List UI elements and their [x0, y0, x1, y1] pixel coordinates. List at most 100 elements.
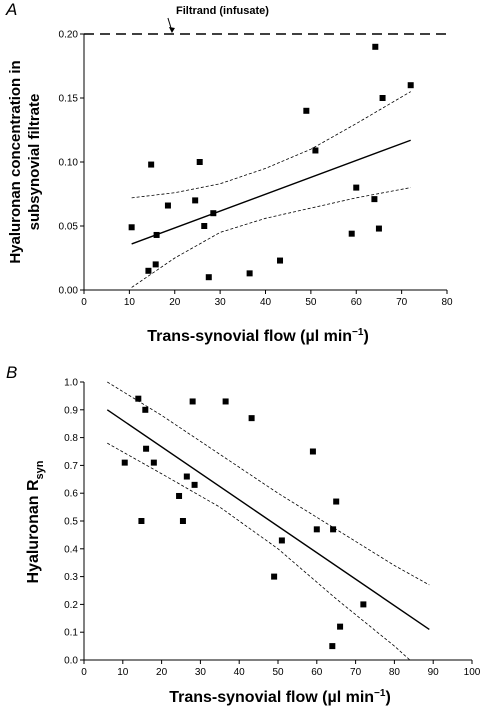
panel-a-x-tick-label: 30	[215, 297, 227, 308]
panel-b-data-point	[191, 481, 198, 488]
panel-b-data-point	[183, 473, 190, 480]
panel-a-data-point	[379, 95, 386, 101]
panel-a-x-tick-label: 70	[396, 297, 408, 308]
panel-b-y-tick-label: 0.1	[64, 628, 78, 639]
panel-a-data-point	[303, 107, 310, 114]
panel-b-data-point	[179, 518, 186, 524]
panel-a-data-point	[312, 147, 319, 154]
panel-b-x-tick-label: 30	[195, 667, 207, 678]
panel-b-axes: 0 10 20 30 40 50 60 70 80 90 100 0.0 0.1 0.2 0.3 0.4 0.5…	[64, 378, 481, 679]
panel-a-y-tick-label: 0.00	[59, 286, 79, 297]
panel-b-y-tick-label: 0.3	[64, 572, 78, 583]
panel-a-data-point	[371, 196, 378, 203]
panel-b-data-point	[176, 492, 183, 499]
panel-a-data-point	[128, 224, 135, 231]
panel-a-ci-lower	[131, 187, 411, 288]
panel-a: A 0 10 20 30 40 50 60 70 800.000.050.100.150.20 …	[5, 0, 453, 345]
panel-b-x-tick-label: 60	[311, 667, 323, 678]
panel-a-data-point	[164, 202, 171, 209]
panel-a-ci-upper	[131, 91, 411, 199]
panel-a-data-point	[353, 184, 360, 191]
panel-b-data-point	[333, 498, 340, 505]
panel-b-x-tick-label: 90	[428, 667, 440, 678]
panel-b-x-axis-label: Trans-synovial flow (µl min−1)	[169, 688, 391, 706]
panel-b-data-point	[309, 448, 316, 455]
panel-b-data-point	[360, 601, 367, 608]
panel-b-data-point	[138, 518, 145, 524]
panel-b-regression-line	[106, 409, 430, 630]
panel-b-ci-upper	[107, 381, 430, 586]
panel-a-data-point	[210, 210, 217, 217]
panel-b-data-point	[189, 398, 196, 405]
panel-a-data-point	[148, 161, 155, 168]
panel-a-data-point	[407, 82, 414, 89]
panel-b-x-tick-label: 0	[81, 667, 87, 678]
panel-b-data-point	[330, 526, 337, 533]
panel-a-data-point	[192, 197, 199, 204]
panel-b-y-tick-label: 0.0	[64, 656, 78, 667]
panel-a-x-tick-label: 80	[441, 297, 453, 308]
panel-a-y-axis-label-line2: subsynovial filtrate	[26, 94, 43, 231]
panel-b-ci-lower	[107, 442, 411, 661]
panel-a-data-point	[246, 270, 253, 277]
panel-a-data-point	[348, 230, 355, 237]
panel-b-data-point	[329, 643, 336, 650]
panel-a-label: A	[5, 0, 17, 19]
panel-a-data-point	[152, 261, 159, 268]
panel-b-x-tick-label: 10	[117, 667, 129, 678]
panel-a-data-point	[153, 231, 160, 238]
panel-b-data-point	[143, 445, 150, 452]
panel-b-data-point	[248, 415, 255, 422]
panel-a-y-tick-label: 0.20	[59, 30, 79, 41]
panel-b-y-tick-label: 0.4	[64, 544, 78, 555]
panel-b-data-point	[150, 459, 157, 466]
panel-b-x-tick-label: 20	[156, 667, 168, 678]
panel-b-data-point	[135, 395, 142, 402]
panel-a-y-axis-label-line1: Hyaluronan concentration in	[7, 60, 24, 263]
panel-b-label: B	[6, 363, 17, 382]
panel-b-y-axis-label: Hyaluronan Rsyn	[25, 460, 46, 583]
panel-a-data-point	[201, 223, 208, 229]
panel-a-x-tick-label: 0	[81, 297, 87, 308]
reference-line-label: Filtrand (infusate)	[176, 5, 269, 17]
panel-a-data-point	[205, 274, 212, 281]
panel-b-y-tick-label: 0.9	[64, 405, 78, 416]
panel-a-data-point	[372, 43, 379, 50]
panel-b-data-point	[313, 526, 320, 533]
svg-text:Hyaluronan Rsyn: Hyaluronan Rsyn	[25, 460, 46, 583]
panel-b-data-point	[142, 406, 149, 413]
panel-a-data-point	[196, 159, 203, 165]
panel-b-y-tick-label: 0.7	[64, 461, 78, 472]
panel-b: B 0 10 20 30 40 50 60 70 80 90 1000.00.10.20.30.40…	[6, 363, 481, 706]
panel-b-y-tick-label: 0.6	[64, 489, 78, 500]
panel-b-y-tick-label: 0.2	[64, 600, 78, 611]
panel-b-x-tick-label: 100	[464, 667, 481, 678]
panel-a-y-tick-label: 0.15	[59, 94, 79, 105]
panel-a-x-tick-label: 50	[305, 297, 317, 308]
panel-b-x-tick-label: 80	[389, 667, 401, 678]
panel-b-x-tick-label: 50	[272, 667, 284, 678]
panel-a-data-point	[145, 267, 152, 274]
panel-a-x-axis-label: Trans-synovial flow (µl min−1)	[147, 327, 369, 345]
panel-a-y-tick-label: 0.10	[59, 158, 79, 169]
panel-b-y-tick-label: 0.5	[64, 517, 78, 528]
panel-b-data-point	[121, 459, 128, 466]
panel-a-data-point	[375, 225, 382, 232]
panel-a-y-tick-label: 0.05	[59, 222, 79, 233]
panel-b-data-point	[278, 537, 285, 544]
panel-a-x-tick-label: 20	[169, 297, 181, 308]
panel-a-data-point	[277, 257, 284, 264]
panel-b-data-point	[271, 573, 278, 580]
panel-a-y-axis-label: Hyaluronan concentration in subsynovial …	[7, 60, 43, 263]
panel-a-x-tick-label: 10	[124, 297, 136, 308]
panel-b-data-point	[222, 398, 229, 405]
panel-b-y-tick-label: 0.8	[64, 433, 78, 444]
panel-a-x-tick-label: 40	[260, 297, 272, 308]
panel-a-x-tick-label: 60	[351, 297, 363, 308]
panel-a-regression-line	[131, 139, 411, 245]
panel-a-axes: 0 10 20 30 40 50 60 70 80 0.00 0.05 0.10 0.15 0.20	[59, 17, 453, 308]
panel-b-x-tick-label: 70	[350, 667, 362, 678]
reference-line-arrowhead	[168, 27, 175, 33]
panel-b-y-tick-label: 1.0	[64, 378, 78, 389]
